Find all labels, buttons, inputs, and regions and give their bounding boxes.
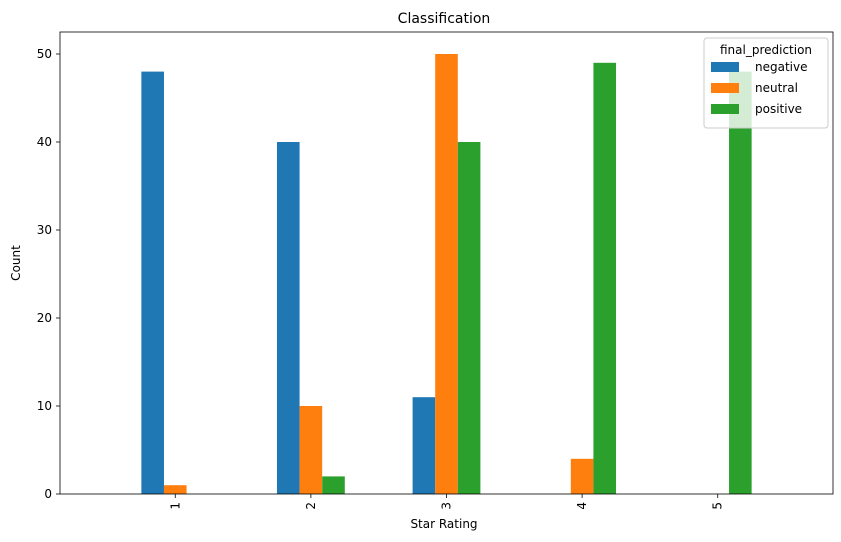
y-tick-label: 10 xyxy=(37,399,52,413)
bar-neutral-2 xyxy=(299,406,323,494)
bars-group xyxy=(141,54,752,495)
bar-neutral-4 xyxy=(570,458,594,494)
y-tick-label: 0 xyxy=(44,487,52,501)
legend-swatch-positive xyxy=(711,104,739,114)
bar-positive-4 xyxy=(593,62,617,495)
x-axis-label: Star Rating xyxy=(410,517,477,531)
legend-label-negative: negative xyxy=(755,60,807,74)
bar-negative-1 xyxy=(141,71,164,494)
legend-title: final_prediction xyxy=(720,43,812,57)
bar-positive-5 xyxy=(729,71,752,494)
y-tick-label: 30 xyxy=(37,223,52,237)
x-tick-label: 5 xyxy=(711,502,725,510)
legend-items: negative neutral positive xyxy=(711,60,807,116)
x-tick-label: 2 xyxy=(304,502,318,510)
x-axis: 1 2 3 4 5 xyxy=(168,494,725,510)
legend: final_prediction negative neutral positive xyxy=(703,37,829,129)
bar-positive-3 xyxy=(457,142,481,494)
legend-swatch-negative xyxy=(711,62,739,72)
bar-negative-3 xyxy=(412,397,436,494)
y-axis-label: Count xyxy=(9,245,23,281)
x-tick-label: 4 xyxy=(575,502,589,510)
bar-neutral-3 xyxy=(435,54,458,494)
y-tick-label: 40 xyxy=(37,135,52,149)
legend-label-positive: positive xyxy=(755,102,802,116)
x-tick-label: 3 xyxy=(440,502,454,510)
x-tick-label: 1 xyxy=(168,502,182,510)
y-tick-label: 20 xyxy=(37,311,52,325)
y-axis: 0 10 20 30 40 50 xyxy=(37,47,60,501)
bar-negative-2 xyxy=(276,142,300,494)
chart-title: Classification xyxy=(398,11,491,27)
y-tick-label: 50 xyxy=(37,47,52,61)
legend-label-neutral: neutral xyxy=(755,81,798,95)
bar-positive-2 xyxy=(322,476,345,494)
legend-swatch-neutral xyxy=(711,83,739,93)
bar-neutral-1 xyxy=(163,485,187,494)
